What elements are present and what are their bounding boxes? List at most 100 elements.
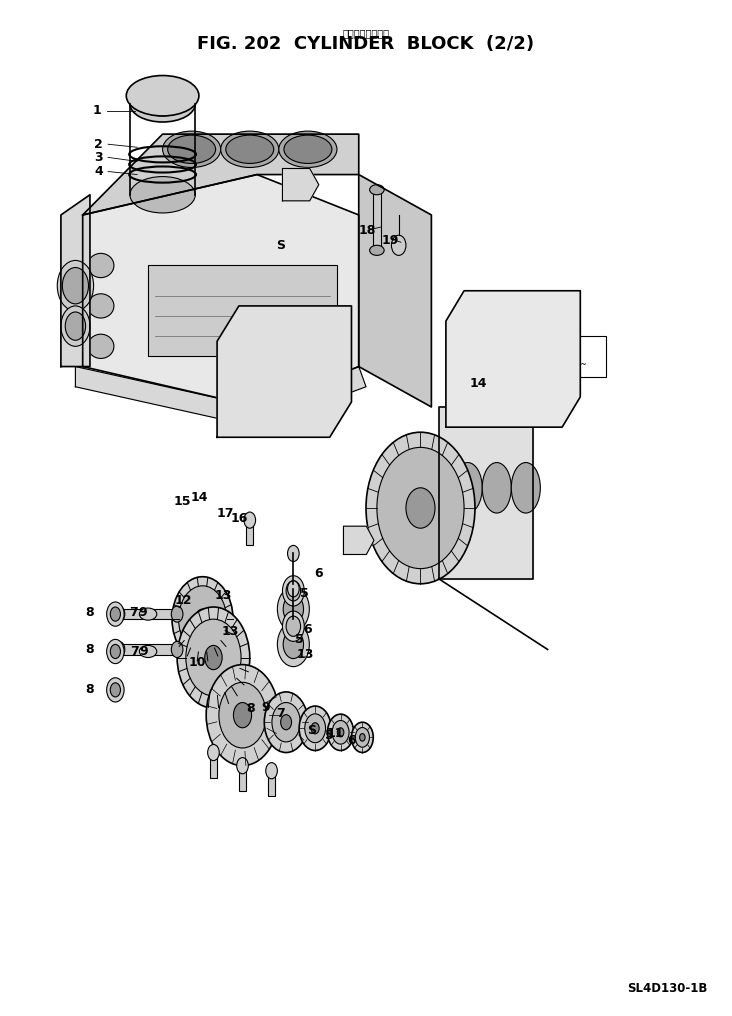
Ellipse shape bbox=[370, 185, 384, 195]
Circle shape bbox=[62, 267, 89, 304]
Polygon shape bbox=[283, 169, 318, 201]
Ellipse shape bbox=[453, 462, 482, 513]
Circle shape bbox=[206, 664, 279, 766]
Polygon shape bbox=[343, 526, 374, 555]
Circle shape bbox=[205, 645, 223, 670]
Circle shape bbox=[107, 639, 124, 663]
Text: 13: 13 bbox=[296, 648, 314, 661]
Circle shape bbox=[337, 727, 344, 737]
Text: 7: 7 bbox=[130, 645, 139, 658]
Circle shape bbox=[406, 488, 435, 528]
Text: 13: 13 bbox=[214, 589, 231, 602]
Circle shape bbox=[286, 616, 301, 636]
Text: 8: 8 bbox=[246, 702, 255, 714]
Text: 6: 6 bbox=[304, 623, 312, 636]
Ellipse shape bbox=[277, 362, 295, 372]
Circle shape bbox=[283, 595, 304, 623]
Bar bbox=[246, 520, 253, 546]
Circle shape bbox=[277, 587, 310, 631]
Polygon shape bbox=[446, 291, 580, 427]
Circle shape bbox=[111, 683, 121, 697]
Circle shape bbox=[172, 577, 233, 661]
Circle shape bbox=[107, 601, 124, 626]
Circle shape bbox=[195, 609, 210, 629]
Ellipse shape bbox=[88, 334, 114, 359]
Ellipse shape bbox=[221, 131, 279, 168]
Text: 15: 15 bbox=[173, 496, 191, 508]
Circle shape bbox=[177, 607, 250, 708]
Ellipse shape bbox=[284, 135, 332, 164]
Ellipse shape bbox=[88, 253, 114, 277]
Ellipse shape bbox=[168, 135, 216, 164]
Polygon shape bbox=[83, 134, 359, 215]
Text: FIG. 202  CYLINDER  BLOCK  (2/2): FIG. 202 CYLINDER BLOCK (2/2) bbox=[198, 36, 534, 53]
Text: 9: 9 bbox=[261, 701, 270, 713]
Circle shape bbox=[359, 734, 365, 741]
Circle shape bbox=[107, 678, 124, 702]
Ellipse shape bbox=[163, 131, 221, 168]
Ellipse shape bbox=[139, 645, 157, 657]
Circle shape bbox=[277, 622, 310, 666]
Text: 14: 14 bbox=[470, 377, 488, 390]
Text: 9: 9 bbox=[139, 645, 148, 658]
Ellipse shape bbox=[234, 362, 251, 372]
Ellipse shape bbox=[113, 606, 125, 622]
Text: 7: 7 bbox=[129, 606, 138, 619]
Circle shape bbox=[57, 260, 94, 311]
Circle shape bbox=[179, 586, 226, 652]
Text: 9: 9 bbox=[138, 606, 147, 619]
Ellipse shape bbox=[225, 135, 274, 164]
Ellipse shape bbox=[511, 462, 540, 513]
Ellipse shape bbox=[113, 641, 125, 657]
Text: 11: 11 bbox=[326, 726, 344, 740]
Circle shape bbox=[65, 312, 86, 340]
Circle shape bbox=[61, 306, 90, 346]
Text: 3: 3 bbox=[94, 150, 103, 164]
Text: S: S bbox=[307, 723, 316, 737]
Text: 5: 5 bbox=[295, 633, 304, 646]
Polygon shape bbox=[83, 175, 359, 407]
Polygon shape bbox=[61, 195, 90, 367]
Circle shape bbox=[264, 692, 308, 753]
Text: 12: 12 bbox=[174, 594, 192, 608]
Polygon shape bbox=[217, 306, 351, 437]
Text: 6: 6 bbox=[315, 567, 323, 580]
Ellipse shape bbox=[468, 343, 511, 380]
Ellipse shape bbox=[88, 294, 114, 318]
Bar bbox=[231, 367, 252, 427]
Circle shape bbox=[208, 745, 220, 761]
Text: Engine No.24224~: Engine No.24224~ bbox=[515, 360, 587, 369]
Bar bbox=[261, 367, 281, 427]
Polygon shape bbox=[438, 407, 533, 579]
Circle shape bbox=[111, 607, 121, 621]
Text: SL4D130-1B: SL4D130-1B bbox=[627, 982, 707, 995]
Bar bbox=[373, 190, 381, 250]
Circle shape bbox=[111, 644, 121, 658]
Text: 8: 8 bbox=[86, 684, 94, 696]
Circle shape bbox=[234, 702, 252, 727]
Ellipse shape bbox=[139, 91, 186, 116]
Circle shape bbox=[377, 447, 464, 569]
Text: 5: 5 bbox=[300, 587, 309, 600]
Ellipse shape bbox=[171, 606, 183, 622]
Bar bbox=[119, 644, 177, 654]
Circle shape bbox=[299, 706, 331, 751]
Circle shape bbox=[283, 630, 304, 658]
Text: 14: 14 bbox=[190, 492, 208, 504]
Circle shape bbox=[236, 758, 248, 774]
Bar bbox=[210, 753, 217, 778]
Bar bbox=[497, 336, 605, 377]
Ellipse shape bbox=[127, 75, 199, 116]
Circle shape bbox=[186, 619, 241, 696]
Circle shape bbox=[288, 546, 299, 562]
Polygon shape bbox=[359, 175, 431, 407]
Text: 10: 10 bbox=[189, 656, 206, 670]
Text: シリンダブロック: シリンダブロック bbox=[343, 28, 389, 39]
Ellipse shape bbox=[279, 131, 337, 168]
Text: 5: 5 bbox=[325, 728, 334, 742]
Circle shape bbox=[244, 512, 255, 528]
Text: 8: 8 bbox=[86, 643, 94, 656]
Circle shape bbox=[305, 714, 326, 743]
Text: 16: 16 bbox=[230, 512, 247, 524]
Bar bbox=[457, 316, 569, 412]
